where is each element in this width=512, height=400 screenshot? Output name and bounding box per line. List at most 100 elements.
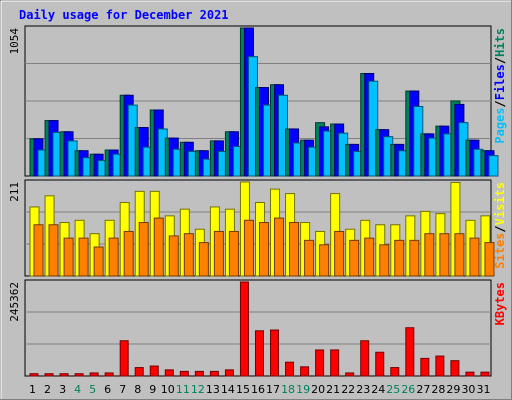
day-label-17: 17 [266,383,280,396]
bar-sites-day-13 [213,230,224,277]
bar-sites-day-14 [228,230,239,277]
bar-sites-day-8 [138,222,149,277]
day-label-9: 9 [149,383,156,396]
day-labels: 1 2 3 4 5 6 7 8 9 10 11 12 13 14 15 16 17 18 19 20 21 22 23 24 2… [29,383,490,396]
bar-sites-day-28 [439,233,450,277]
bar-kbytes-day-17 [270,329,280,377]
bar-sites-day-30 [469,237,480,277]
bar-sites-day-29 [454,233,465,277]
bar-kbytes-day-30 [465,371,475,377]
bar-sites-day-11 [183,233,194,277]
bar-kbytes-day-24 [375,351,385,377]
bar-kbytes-day-22 [345,372,355,377]
bar-sites-day-6 [108,237,119,277]
bar-sites-day-31 [484,242,495,277]
chart-panels: 1054Pages/Files/Hits211Sites/Visits24536… [8,25,507,377]
bar-kbytes-day-5 [89,372,99,377]
day-label-30: 30 [461,383,475,396]
day-label-16: 16 [251,383,265,396]
day-label-6: 6 [104,383,111,396]
bar-kbytes-day-9 [149,365,159,377]
y-max-label: 211 [8,182,21,202]
bar-kbytes-day-29 [450,360,460,377]
bar-sites-day-4 [78,237,89,277]
bar-sites-day-7 [123,230,134,277]
day-label-25: 25 [386,383,400,396]
bar-pages-day-23 [368,80,379,177]
bar-kbytes-day-28 [435,355,445,377]
bar-sites-day-19 [304,239,315,277]
y-max-label: 1054 [8,28,21,55]
day-label-12: 12 [191,383,205,396]
day-label-27: 27 [416,383,430,396]
bar-pages-day-31 [488,155,499,177]
legend-separator: / [493,225,507,232]
bar-sites-day-2 [48,224,59,277]
day-label-22: 22 [341,383,355,396]
legend-kbytes: KBytes [493,282,507,325]
day-label-21: 21 [326,383,340,396]
day-label-26: 26 [401,383,415,396]
bar-sites-day-10 [168,235,179,277]
bar-sites-day-26 [409,239,420,277]
bar-sites-day-21 [334,230,345,277]
bar-sites-day-9 [153,217,164,277]
chart-title: Daily usage for December 2021 [19,8,229,22]
legend-hits-files-pages: Pages/Files/Hits [493,28,507,144]
legend-entry-sites: Sites [493,233,507,269]
legend-visits-sites: Sites/Visits [493,182,507,269]
panel-visits-sites: 211 Sites/Visits [8,179,507,277]
day-label-20: 20 [311,383,325,396]
bar-kbytes-day-6 [104,372,114,377]
bar-kbytes-day-14 [224,369,234,377]
day-label-23: 23 [356,383,370,396]
bar-sites-day-15 [243,219,254,277]
day-label-10: 10 [161,383,175,396]
bar-sites-day-20 [319,244,330,277]
bar-kbytes-day-16 [254,330,264,377]
day-label-3: 3 [59,383,66,396]
day-label-1: 1 [29,383,36,396]
bar-kbytes-day-26 [405,327,415,377]
bar-kbytes-day-13 [209,370,219,377]
bar-kbytes-day-21 [330,349,340,377]
bar-sites-day-3 [63,237,74,277]
bar-kbytes-day-7 [119,340,129,377]
legend-entry-pages: Pages [493,108,507,144]
y-max-label: 245362 [8,282,21,322]
day-label-4: 4 [74,383,81,396]
bar-sites-day-27 [424,233,435,277]
bar-kbytes-day-19 [300,366,310,377]
legend-entry-files: Files [493,64,507,100]
day-label-14: 14 [221,383,235,396]
bar-kbytes-day-2 [44,373,54,377]
legend-separator: / [493,100,507,107]
bar-kbytes-day-15 [239,281,249,377]
day-label-24: 24 [371,383,385,396]
day-label-15: 15 [236,383,250,396]
bar-kbytes-day-3 [59,373,69,377]
bar-sites-day-16 [258,222,269,277]
day-label-7: 7 [119,383,126,396]
bar-kbytes-day-4 [74,373,84,377]
day-label-19: 19 [296,383,310,396]
bar-sites-day-18 [289,222,300,277]
bar-sites-day-22 [349,239,360,277]
bar-kbytes-day-25 [390,367,400,377]
bar-kbytes-day-10 [164,369,174,377]
bar-sites-day-23 [364,237,375,277]
bar-kbytes-day-8 [134,367,144,377]
bar-kbytes-day-1 [29,373,39,377]
bar-sites-day-12 [198,242,209,277]
day-label-28: 28 [431,383,445,396]
bar-kbytes-day-23 [360,340,370,377]
day-label-29: 29 [446,383,460,396]
bar-sites-day-5 [93,246,104,277]
bar-sites-day-17 [274,217,285,277]
legend-entry-hits: Hits [493,28,507,57]
day-label-2: 2 [44,383,51,396]
legend-separator: / [493,57,507,64]
day-label-11: 11 [176,383,190,396]
